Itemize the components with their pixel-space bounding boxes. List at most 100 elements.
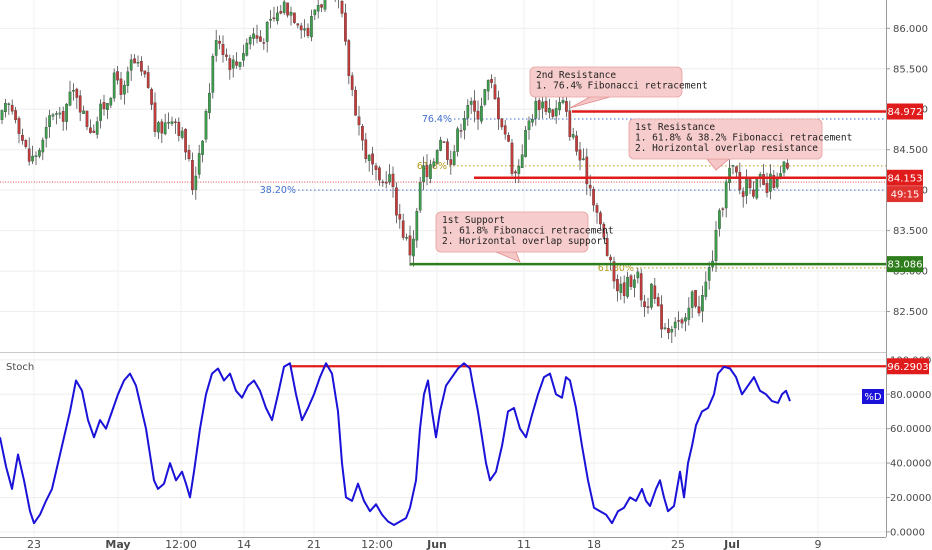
legend-badge[interactable]: %D [862, 389, 884, 404]
candle[interactable] [323, 0, 327, 13]
candle[interactable] [401, 213, 405, 241]
candle[interactable] [418, 176, 422, 213]
candle[interactable] [660, 295, 663, 338]
candle[interactable] [762, 163, 765, 186]
oscillator-pane[interactable]: Stoch %D [0, 359, 886, 533]
candle[interactable] [160, 118, 164, 144]
candle[interactable] [782, 160, 786, 177]
candle[interactable] [473, 90, 476, 123]
candle[interactable] [585, 148, 589, 196]
candle[interactable] [184, 128, 187, 160]
candle[interactable] [765, 172, 769, 198]
candle[interactable] [429, 159, 432, 184]
candle[interactable] [466, 99, 470, 126]
candle[interactable] [398, 203, 402, 229]
candle[interactable] [75, 87, 79, 109]
candle[interactable] [748, 178, 752, 195]
candle[interactable] [704, 271, 708, 301]
candle[interactable] [626, 271, 629, 299]
candle[interactable] [724, 178, 728, 218]
candle[interactable] [568, 100, 572, 141]
candle[interactable] [337, 0, 340, 9]
candle[interactable] [289, 6, 293, 26]
candle[interactable] [367, 154, 371, 172]
candle[interactable] [483, 88, 487, 107]
oscillator-legend[interactable]: %D [862, 389, 884, 404]
candle[interactable] [707, 261, 711, 290]
candle[interactable] [123, 80, 126, 105]
price-axis[interactable]: 86.00085.50085.00084.50084.00083.50083.0… [886, 0, 928, 537]
candle[interactable] [650, 283, 653, 310]
candle[interactable] [745, 169, 748, 205]
candle[interactable] [497, 90, 500, 130]
candle[interactable] [153, 92, 157, 137]
candle[interactable] [459, 123, 463, 138]
candle[interactable] [191, 152, 194, 195]
candle[interactable] [595, 202, 599, 224]
candle[interactable] [51, 112, 55, 121]
candle[interactable] [405, 233, 408, 241]
candle[interactable] [741, 187, 745, 208]
candle[interactable] [728, 159, 731, 191]
level-price-tag[interactable]: 84.972 [887, 103, 923, 120]
candle[interactable] [208, 83, 211, 120]
candle[interactable] [24, 139, 28, 149]
candle[interactable] [95, 116, 99, 139]
candle[interactable] [65, 103, 68, 131]
candle[interactable] [575, 130, 578, 156]
candlesticks[interactable] [0, 0, 789, 344]
candle[interactable] [701, 285, 704, 323]
candle[interactable] [769, 164, 772, 200]
candle[interactable] [242, 44, 245, 67]
candle[interactable] [541, 94, 544, 119]
candle[interactable] [758, 171, 762, 188]
candle[interactable] [643, 294, 646, 317]
candle[interactable] [721, 207, 725, 217]
level-price-tag[interactable]: 83.086 [887, 256, 923, 273]
candle[interactable] [493, 76, 497, 101]
candle[interactable] [44, 117, 48, 148]
candle[interactable] [670, 325, 674, 344]
candle[interactable] [534, 92, 538, 126]
candle[interactable] [677, 311, 680, 330]
candle[interactable] [180, 127, 184, 140]
candle[interactable] [378, 165, 381, 186]
candle[interactable] [755, 176, 759, 200]
candle[interactable] [578, 142, 582, 171]
candle[interactable] [140, 56, 143, 76]
candle[interactable] [163, 113, 167, 136]
candle[interactable] [510, 139, 514, 177]
candle[interactable] [78, 90, 82, 122]
candle[interactable] [694, 290, 697, 309]
candle[interactable] [425, 154, 429, 186]
candle[interactable] [316, 0, 320, 19]
candle[interactable] [106, 103, 109, 120]
candle[interactable] [235, 52, 238, 69]
candle[interactable] [412, 230, 415, 267]
candle[interactable] [354, 86, 357, 116]
candle[interactable] [680, 317, 684, 329]
candle[interactable] [248, 35, 252, 50]
current-price-tag[interactable]: 49:15 [887, 186, 923, 203]
candle[interactable] [408, 225, 412, 266]
candle[interactable] [313, 9, 317, 20]
candle[interactable] [388, 164, 391, 185]
candle[interactable] [548, 98, 551, 119]
candle[interactable] [395, 182, 398, 224]
candle[interactable] [265, 20, 269, 53]
candle[interactable] [303, 19, 306, 38]
level-price-tag[interactable]: 84.153 [887, 169, 923, 186]
candle[interactable] [194, 166, 198, 200]
candle[interactable] [517, 159, 521, 183]
candle[interactable] [157, 120, 160, 140]
candle[interactable] [442, 141, 446, 144]
candle[interactable] [228, 54, 232, 80]
candle[interactable] [276, 6, 279, 25]
candle[interactable] [10, 99, 14, 115]
candle[interactable] [177, 117, 181, 142]
candle[interactable] [41, 137, 45, 161]
candle[interactable] [646, 297, 650, 314]
